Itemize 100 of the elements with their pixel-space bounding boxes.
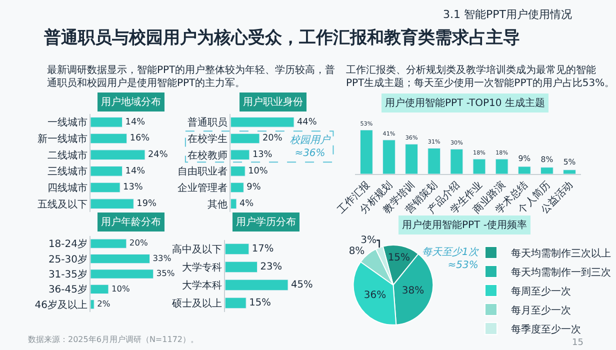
- legend-label: 每天均需制作一到三次: [511, 266, 611, 278]
- y-tick-label: 三线城市: [48, 166, 88, 178]
- bar: [90, 238, 127, 248]
- chart-title: 用户地域分布: [101, 96, 161, 108]
- chart-title: 用户学历分布: [236, 216, 296, 228]
- data-label: 45%: [291, 279, 313, 290]
- data-label: 33%: [152, 252, 172, 263]
- y-tick-label: 46岁及以上: [34, 298, 88, 311]
- data-label: 20%: [262, 134, 282, 144]
- bar: [225, 261, 258, 273]
- y-tick-label: 新一线城市: [38, 133, 88, 145]
- bar: [382, 140, 396, 174]
- bar: [225, 243, 250, 255]
- y-tick-label: 一线城市: [48, 116, 88, 129]
- data-label: 14%: [125, 166, 146, 176]
- y-tick-label: 大学本科: [182, 280, 222, 292]
- bar: [563, 170, 576, 174]
- y-tick-label: 五线及以下: [38, 198, 88, 210]
- bar: [90, 182, 120, 193]
- data-label: 8%: [540, 155, 554, 164]
- text: 最新调研数据显示，智能PPT的用户整体较为年轻、学历较高，普: [47, 64, 336, 76]
- bar: [495, 158, 508, 174]
- chart-title: 用户年龄分布: [101, 216, 161, 228]
- bar: [540, 167, 554, 174]
- legend-label: 每周至少一次: [511, 285, 571, 298]
- source-note: 数据来源：2025年6月用户调研（N=1172）。: [28, 335, 198, 344]
- data-label: 13%: [123, 182, 143, 193]
- data-label: 14%: [125, 117, 146, 128]
- y-tick-label: 18-24岁: [48, 238, 88, 250]
- bar: [225, 279, 288, 291]
- y-tick-label: 普通职员: [188, 116, 228, 129]
- data-label: 35%: [156, 268, 175, 278]
- bar: [90, 269, 154, 279]
- data-label: 15%: [249, 297, 271, 308]
- data-label: 36%: [364, 290, 386, 301]
- y-tick-label: 31-35岁: [48, 268, 88, 280]
- data-label: 3%: [360, 234, 377, 246]
- text: 普通职员与校园用户为核心受众，工作汇报和教育类需求占主导: [43, 27, 520, 48]
- data-label: 2%: [97, 298, 110, 308]
- text: PPT生成主题；每天至少使用一次智能PPT的用户占比53%。: [346, 77, 615, 89]
- bar: [90, 198, 134, 209]
- bar: [450, 148, 464, 174]
- data-label: 20%: [129, 238, 148, 248]
- text: 每天至少1次 ≈53%: [422, 246, 480, 271]
- bar: [230, 182, 244, 193]
- bar: [360, 130, 373, 174]
- legend-label: 每月至少一次: [511, 304, 571, 316]
- bar: [405, 144, 418, 174]
- bar: [90, 254, 150, 264]
- bar: [90, 300, 94, 310]
- y-tick-label: 二线城市: [48, 149, 88, 162]
- chart-title: 用户使用智能PPT -TOP10 生成主题: [385, 97, 545, 109]
- data-label: 17%: [252, 243, 274, 254]
- data-label: 9%: [518, 154, 531, 164]
- y-tick-label: 36-45岁: [48, 284, 88, 296]
- data-label: 23%: [260, 261, 282, 272]
- bar: [518, 166, 531, 174]
- y-tick-label: 在校教师: [188, 149, 228, 162]
- bar: [90, 284, 109, 294]
- annotation: 校园用户 ≈36%: [290, 134, 331, 159]
- y-tick-label: 其他: [208, 198, 228, 210]
- y-tick-label: 硕士及以上: [171, 298, 222, 310]
- text: 工作汇报类、分析规划类及教学培训类成为最常见的智能: [346, 64, 596, 76]
- bar: [230, 198, 237, 209]
- y-tick-label: 自由职业者: [178, 166, 228, 178]
- data-label: 24%: [148, 150, 168, 160]
- bar: [230, 166, 246, 176]
- data-label: 8%: [348, 246, 365, 257]
- data-label: 15%: [388, 252, 410, 264]
- bar: [90, 150, 146, 160]
- data-label: 19%: [136, 199, 156, 210]
- text: 15: [572, 338, 584, 348]
- bar: [230, 133, 260, 144]
- y-tick-label: 企业管理者: [178, 182, 228, 194]
- chart-title: 用户职业身份: [243, 96, 303, 108]
- y-tick-label: 四线城市: [48, 182, 88, 194]
- bar: [472, 158, 486, 174]
- bar: [90, 166, 123, 176]
- data-label: 13%: [252, 150, 272, 160]
- data-label: 4%: [239, 199, 254, 210]
- y-tick-label: 在校学生: [188, 133, 228, 145]
- data-label: 38%: [402, 286, 424, 297]
- legend-label: 每季度至少一次: [511, 323, 581, 336]
- bar: [428, 148, 441, 174]
- y-tick-label: 大学专科: [182, 262, 222, 274]
- text: 3.1 智能PPT用户使用情况: [443, 8, 572, 21]
- chart-title: 用户使用智能PPT -使用频率: [402, 219, 527, 231]
- bar: [230, 150, 250, 160]
- bar: [90, 117, 123, 128]
- data-label: 5%: [563, 158, 576, 167]
- data-label: 10%: [111, 283, 130, 294]
- data-label: 16%: [130, 134, 150, 144]
- bar: [230, 117, 294, 128]
- y-tick-label: 25-30岁: [48, 253, 88, 266]
- data-label: 44%: [297, 117, 317, 128]
- data-label: 9%: [246, 182, 261, 193]
- y-tick-label: 高中及以下: [172, 244, 222, 256]
- text: 通职员和校园用户是使用智能PPT的主力军。: [47, 77, 246, 89]
- bar: [225, 297, 246, 309]
- data-label: 10%: [248, 166, 268, 176]
